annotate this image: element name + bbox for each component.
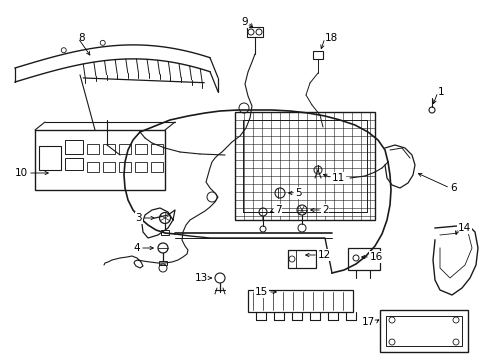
Text: 7: 7 bbox=[274, 205, 281, 215]
Bar bbox=[151, 144, 163, 154]
Text: 15: 15 bbox=[254, 287, 267, 297]
Bar bbox=[135, 162, 147, 172]
Bar bbox=[312, 51, 323, 59]
Text: 12: 12 bbox=[317, 250, 330, 260]
Text: 2: 2 bbox=[321, 205, 328, 215]
Bar bbox=[119, 162, 131, 172]
Bar bbox=[135, 144, 147, 154]
Bar bbox=[119, 144, 131, 154]
Text: 13: 13 bbox=[194, 273, 207, 283]
Text: 1: 1 bbox=[437, 87, 444, 97]
Bar bbox=[65, 158, 83, 170]
Text: 4: 4 bbox=[133, 243, 140, 253]
Bar bbox=[385, 316, 461, 346]
Text: 6: 6 bbox=[449, 183, 456, 193]
Bar bbox=[379, 310, 467, 352]
Bar bbox=[246, 27, 263, 37]
Bar bbox=[103, 162, 115, 172]
Text: 18: 18 bbox=[325, 33, 338, 43]
Bar bbox=[35, 130, 164, 190]
Bar bbox=[161, 230, 169, 235]
Bar bbox=[247, 290, 352, 312]
Text: 10: 10 bbox=[15, 168, 28, 178]
Text: 14: 14 bbox=[457, 223, 470, 233]
Bar bbox=[87, 144, 99, 154]
Bar bbox=[151, 162, 163, 172]
Bar bbox=[235, 112, 374, 220]
Bar bbox=[39, 146, 61, 170]
Bar bbox=[347, 248, 379, 270]
Text: 16: 16 bbox=[369, 252, 383, 262]
Bar bbox=[103, 144, 115, 154]
Bar bbox=[159, 261, 167, 265]
Text: 17: 17 bbox=[361, 317, 374, 327]
Text: 9: 9 bbox=[241, 17, 247, 27]
Text: 11: 11 bbox=[331, 173, 345, 183]
Text: 3: 3 bbox=[135, 213, 142, 223]
Bar bbox=[65, 140, 83, 154]
Text: 5: 5 bbox=[294, 188, 301, 198]
Bar bbox=[287, 250, 315, 268]
Bar bbox=[87, 162, 99, 172]
Text: 8: 8 bbox=[78, 33, 84, 43]
